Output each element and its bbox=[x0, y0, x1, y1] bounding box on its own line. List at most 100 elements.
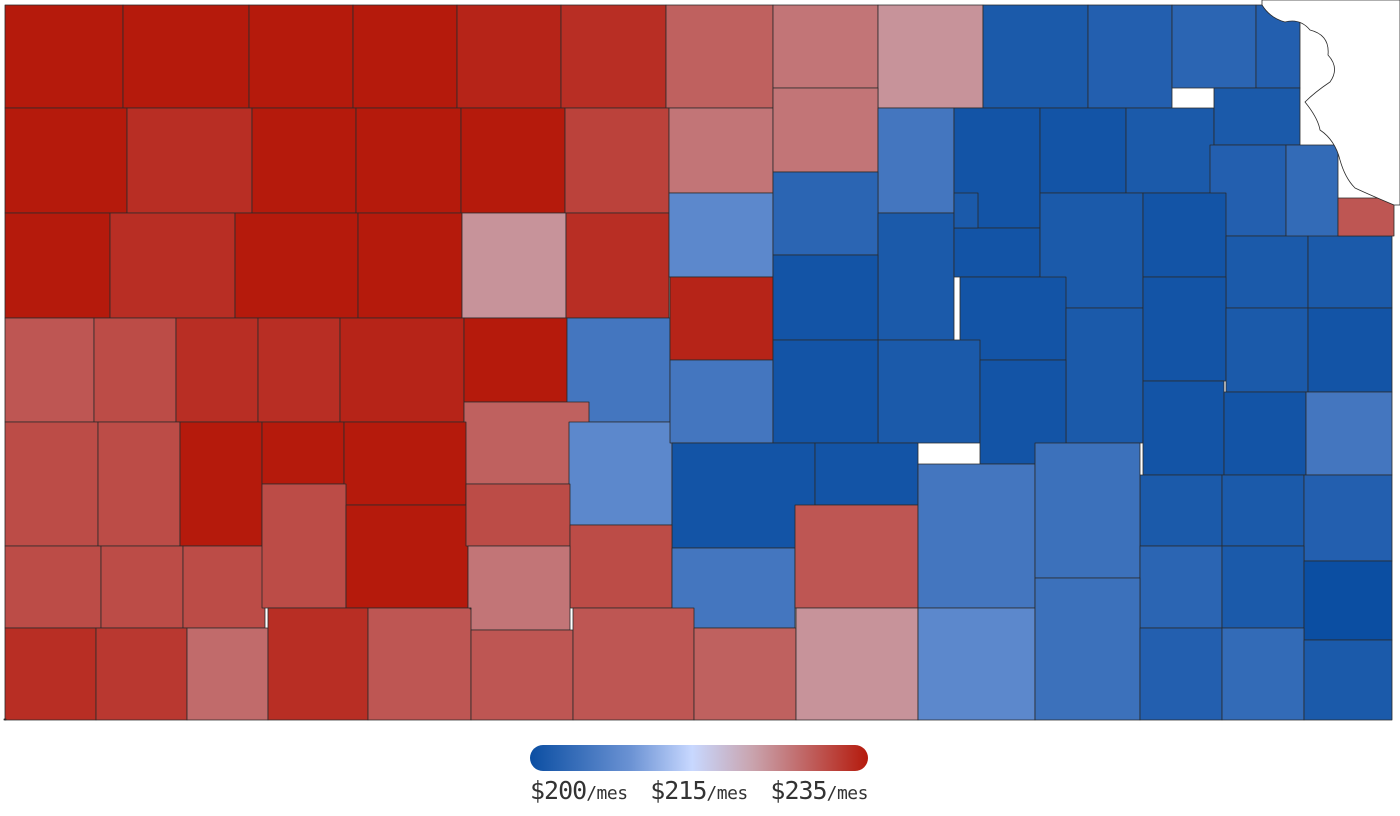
county-r3c5[interactable] bbox=[463, 317, 568, 403]
county-r0c1[interactable] bbox=[122, 4, 250, 109]
county-r2c9[interactable] bbox=[953, 227, 1041, 278]
county-r1c2[interactable] bbox=[251, 107, 357, 214]
county-r0c0[interactable] bbox=[4, 4, 124, 109]
county-r6c0[interactable] bbox=[4, 627, 97, 721]
county-r6c8[interactable] bbox=[794, 504, 919, 609]
county-r2c1[interactable] bbox=[109, 212, 236, 319]
county-r6c2[interactable] bbox=[465, 483, 571, 547]
county-r4c6[interactable] bbox=[669, 359, 774, 444]
county-r7c3[interactable] bbox=[470, 629, 574, 721]
county-r0c8[interactable] bbox=[877, 4, 984, 109]
county-r2c4[interactable] bbox=[461, 212, 567, 319]
county-r0c10[interactable] bbox=[1087, 4, 1173, 109]
county-r3c12[interactable] bbox=[1225, 307, 1309, 393]
county-r2c0[interactable] bbox=[4, 212, 111, 319]
county-r4c1[interactable] bbox=[97, 421, 181, 547]
county-r5c7[interactable] bbox=[814, 442, 919, 506]
county-r4c12[interactable] bbox=[1221, 474, 1305, 547]
county-r3c3[interactable] bbox=[257, 317, 341, 423]
county-r2c12[interactable] bbox=[1225, 235, 1309, 309]
county-r5c5[interactable] bbox=[345, 504, 469, 609]
county-r3c0[interactable] bbox=[4, 317, 95, 423]
county-r7c9[interactable] bbox=[917, 607, 1036, 721]
county-r5c1[interactable] bbox=[100, 545, 184, 629]
county-r2c15[interactable] bbox=[1337, 197, 1395, 237]
county-r3c7[interactable] bbox=[669, 276, 774, 361]
county-r6c1[interactable] bbox=[95, 627, 188, 721]
county-r6c6[interactable] bbox=[186, 627, 269, 721]
legend-label-max: $235/mes bbox=[770, 776, 868, 805]
county-r5c3[interactable] bbox=[343, 421, 467, 506]
county-r1c8[interactable] bbox=[877, 107, 955, 214]
county-r3c13[interactable] bbox=[1307, 307, 1393, 393]
county-r1c11[interactable] bbox=[1125, 107, 1215, 194]
county-r5c6[interactable] bbox=[671, 442, 816, 549]
county-r0c9[interactable] bbox=[982, 4, 1089, 109]
county-r4c4[interactable] bbox=[463, 401, 590, 485]
county-r4c11[interactable] bbox=[1139, 474, 1223, 547]
county-r4c3[interactable] bbox=[261, 421, 345, 485]
county-r3c14[interactable] bbox=[877, 339, 981, 444]
county-r4c9[interactable] bbox=[1142, 380, 1225, 476]
county-r2c6[interactable] bbox=[668, 192, 774, 278]
county-r3c8[interactable] bbox=[772, 254, 879, 341]
county-r6c10[interactable] bbox=[1034, 442, 1141, 579]
county-r7c11[interactable] bbox=[1139, 627, 1223, 721]
county-r5c8[interactable] bbox=[1303, 474, 1393, 562]
county-r6c9[interactable] bbox=[917, 463, 1036, 609]
county-r7c5[interactable] bbox=[693, 627, 797, 721]
county-r3c1[interactable] bbox=[93, 317, 177, 423]
county-r4c10[interactable] bbox=[1223, 391, 1307, 476]
county-r7c1[interactable] bbox=[367, 607, 472, 721]
county-r1c4[interactable] bbox=[460, 107, 566, 214]
county-r2c11[interactable] bbox=[1142, 192, 1227, 278]
county-r0c6[interactable] bbox=[665, 4, 774, 109]
county-r3c2[interactable] bbox=[175, 317, 259, 423]
county-r2c13[interactable] bbox=[1307, 235, 1393, 309]
county-r6c5[interactable] bbox=[467, 545, 571, 631]
county-r1c3[interactable] bbox=[355, 107, 462, 214]
county-r2c8[interactable] bbox=[877, 212, 955, 341]
county-r7c13[interactable] bbox=[1303, 639, 1393, 721]
county-r1c0[interactable] bbox=[4, 107, 128, 214]
county-r2c3[interactable] bbox=[357, 212, 463, 319]
county-r2c14[interactable] bbox=[953, 192, 979, 229]
county-r5c0[interactable] bbox=[4, 545, 102, 629]
county-r5c2[interactable] bbox=[182, 545, 266, 629]
county-r7c7[interactable] bbox=[4, 718, 7, 721]
county-r4c0[interactable] bbox=[4, 421, 99, 547]
county-r0c7[interactable] bbox=[772, 4, 879, 89]
county-r1c12[interactable] bbox=[1213, 87, 1301, 146]
county-r4c5[interactable] bbox=[568, 421, 673, 526]
county-r0c2[interactable] bbox=[248, 4, 354, 109]
county-r2c5[interactable] bbox=[565, 212, 670, 319]
county-r7c8[interactable] bbox=[795, 607, 919, 721]
county-r1c5[interactable] bbox=[564, 107, 670, 214]
county-r3c10[interactable] bbox=[1065, 307, 1144, 444]
county-r1c10[interactable] bbox=[1039, 107, 1127, 194]
county-r1c6[interactable] bbox=[668, 107, 774, 194]
county-r6c12[interactable] bbox=[1221, 545, 1305, 629]
county-r7c10[interactable] bbox=[1034, 577, 1141, 721]
county-r0c11[interactable] bbox=[1171, 4, 1257, 89]
county-r4c7[interactable] bbox=[772, 339, 879, 444]
county-r6c11[interactable] bbox=[1139, 545, 1223, 629]
county-r7c12[interactable] bbox=[1221, 627, 1305, 721]
county-r3c11[interactable] bbox=[1142, 276, 1227, 382]
county-r6c3[interactable] bbox=[569, 524, 673, 609]
county-r7c0[interactable] bbox=[267, 607, 369, 721]
county-r4c2[interactable] bbox=[179, 421, 263, 547]
county-r1c7[interactable] bbox=[772, 87, 879, 173]
county-r0c4[interactable] bbox=[456, 4, 562, 109]
county-r5c4[interactable] bbox=[261, 483, 347, 609]
county-r7c4[interactable] bbox=[572, 607, 695, 721]
county-r6c13[interactable] bbox=[1303, 560, 1393, 641]
county-r4c13[interactable] bbox=[1305, 391, 1393, 476]
county-r2c2[interactable] bbox=[234, 212, 359, 319]
county-r3c4[interactable] bbox=[339, 317, 465, 423]
county-r2c7[interactable] bbox=[772, 171, 879, 256]
county-r0c3[interactable] bbox=[352, 4, 458, 109]
county-r7c2[interactable] bbox=[469, 607, 472, 610]
county-r1c1[interactable] bbox=[126, 107, 253, 214]
county-r0c5[interactable] bbox=[560, 4, 667, 109]
